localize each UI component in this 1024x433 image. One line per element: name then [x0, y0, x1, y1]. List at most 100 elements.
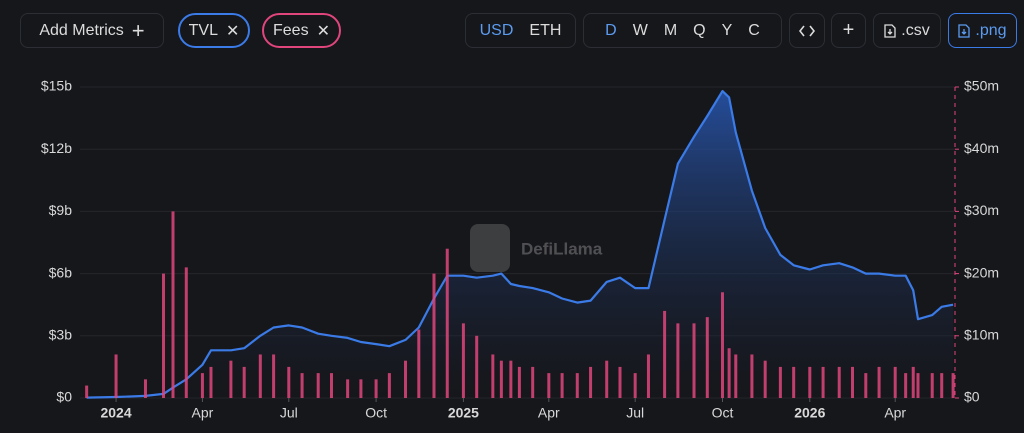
fee-bar [531, 366, 535, 398]
period[interactable]: C [748, 21, 760, 39]
fee-bar [864, 373, 868, 398]
fee-bar [171, 211, 175, 398]
fee-bar [605, 360, 609, 398]
fee-bar [676, 323, 680, 398]
fee-bar [272, 354, 276, 398]
fee-bar [287, 366, 291, 398]
fee-bar [229, 360, 233, 398]
fee-bar [387, 373, 391, 398]
fee-bar [734, 354, 738, 398]
period[interactable]: D [605, 21, 617, 39]
fee-bar [575, 373, 579, 398]
fee-bar [821, 366, 825, 398]
y-tick-label: $3b [49, 327, 73, 343]
period[interactable]: W [632, 21, 648, 39]
watermark-logo [470, 224, 510, 272]
period[interactable]: Q [693, 21, 706, 39]
currency-usd[interactable]: USD [479, 21, 514, 39]
currency-eth[interactable]: ETH [529, 21, 562, 39]
y-tick-label: $12b [41, 140, 72, 156]
x-tick-label: Jul [280, 405, 298, 421]
fee-bar [877, 366, 881, 398]
fee-bar [432, 273, 436, 398]
legend-tvl[interactable]: TVL ✕ [178, 13, 250, 48]
watermark: DefiLlama [470, 224, 603, 272]
watermark-text: DefiLlama [521, 239, 603, 258]
fee-bar [720, 292, 724, 398]
fee-bar [491, 354, 495, 398]
fee-bar [904, 373, 908, 398]
fee-bar [346, 379, 350, 398]
fee-bar [374, 379, 378, 398]
fee-bar [85, 385, 89, 398]
fee-bar [509, 360, 513, 398]
fee-bar [547, 373, 551, 398]
fee-bar [184, 267, 188, 398]
y2-tick-label: $10m [964, 327, 999, 343]
x-tick-label: Oct [365, 405, 387, 421]
fee-bar [727, 348, 731, 398]
fee-bar [692, 323, 696, 398]
fee-bar [911, 366, 915, 398]
png-label: .png [975, 21, 1007, 39]
fee-bar [461, 323, 465, 398]
y-tick-label: $9b [49, 202, 73, 218]
embed-button[interactable] [789, 13, 825, 48]
fee-bar [633, 373, 637, 398]
file-icon [958, 23, 971, 38]
fee-bar [589, 366, 593, 398]
csv-button[interactable]: .csv [873, 13, 941, 48]
x-tick-label: Apr [192, 405, 214, 421]
add-button[interactable]: + [831, 13, 866, 48]
fee-bar [763, 360, 767, 398]
fee-bar [618, 366, 622, 398]
fee-bar [499, 360, 503, 398]
x-tick-label: 2026 [794, 405, 825, 421]
tvl-line [86, 90, 954, 399]
fee-bar [143, 379, 147, 398]
fee-bar [837, 366, 841, 398]
png-button[interactable]: .png [948, 13, 1017, 48]
fee-bar [475, 335, 479, 398]
fee-bar [951, 373, 955, 398]
file-icon [884, 23, 896, 38]
legend-label: Fees [273, 21, 309, 39]
x-tick-label: Apr [884, 405, 906, 421]
embed-icon [799, 25, 815, 36]
fee-bar [404, 360, 408, 398]
x-tick-label: 2024 [100, 405, 131, 421]
fee-bar [705, 317, 709, 398]
fee-bar [808, 366, 812, 398]
y2-tick-label: $20m [964, 264, 999, 280]
legend-label: TVL [188, 21, 218, 39]
period[interactable]: Y [721, 21, 733, 39]
fee-bar [517, 366, 521, 398]
tvl-area [86, 91, 954, 398]
x-tick-label: Apr [538, 405, 560, 421]
fee-bar [792, 366, 796, 398]
fee-bar [750, 354, 754, 398]
fee-bar [417, 329, 421, 398]
period[interactable]: M [663, 21, 678, 39]
fee-bar [162, 273, 166, 398]
fee-bar [663, 310, 667, 398]
y-tick-label: $6b [49, 264, 73, 280]
y-tick-label: $15b [41, 78, 72, 94]
x-tick-label: 2025 [448, 405, 479, 421]
fee-bar [300, 373, 304, 398]
fee-bar [560, 373, 564, 398]
y2-tick-label: $30m [964, 202, 999, 218]
fee-bar [445, 248, 449, 398]
legend-fees[interactable]: Fees ✕ [262, 13, 341, 48]
fee-bar [316, 373, 320, 398]
add-metrics-button[interactable]: Add Metrics + [20, 13, 164, 48]
csv-label: .csv [901, 21, 930, 39]
y-tick-label: $0 [56, 389, 72, 405]
fee-bar [329, 373, 333, 398]
x-tick-label: Jul [626, 405, 644, 421]
currency-toggle: USD ETH [465, 13, 576, 48]
fee-bar [359, 379, 363, 398]
